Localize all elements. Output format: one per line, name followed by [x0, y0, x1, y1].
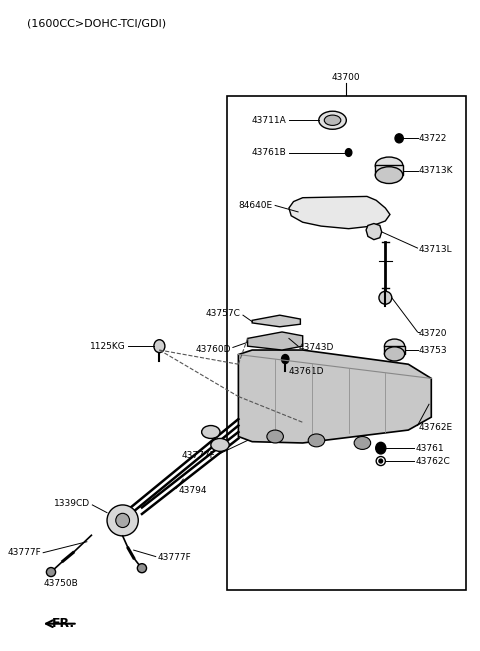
Polygon shape	[289, 197, 390, 229]
Bar	[227, 96, 466, 590]
Text: 43720: 43720	[419, 329, 447, 338]
Text: 84640E: 84640E	[239, 201, 273, 210]
Ellipse shape	[137, 564, 146, 573]
Text: 43794: 43794	[179, 486, 207, 495]
Ellipse shape	[154, 340, 165, 353]
Text: 43761D: 43761D	[289, 367, 324, 376]
Ellipse shape	[211, 439, 229, 451]
Text: 43777F: 43777F	[158, 553, 192, 562]
Text: 43713L: 43713L	[419, 245, 453, 254]
Text: 43713K: 43713K	[419, 166, 454, 175]
Ellipse shape	[354, 437, 371, 449]
Ellipse shape	[384, 347, 405, 361]
Text: 43743D: 43743D	[299, 343, 335, 352]
Text: 43757C: 43757C	[206, 309, 240, 318]
Polygon shape	[239, 350, 432, 443]
Text: 43761B: 43761B	[252, 148, 287, 157]
Text: 43711A: 43711A	[252, 116, 287, 125]
Bar	[384, 346, 405, 354]
Text: FR.: FR.	[52, 617, 75, 630]
Text: (1600CC>DOHC-TCI/GDI): (1600CC>DOHC-TCI/GDI)	[27, 19, 166, 29]
Ellipse shape	[308, 434, 325, 447]
Text: 43760D: 43760D	[195, 345, 230, 354]
Ellipse shape	[267, 430, 283, 443]
Text: 43762C: 43762C	[415, 456, 450, 465]
Ellipse shape	[395, 134, 403, 143]
Polygon shape	[252, 315, 300, 327]
Text: 43777F: 43777F	[181, 451, 216, 460]
Polygon shape	[248, 332, 303, 350]
Ellipse shape	[384, 339, 405, 353]
Ellipse shape	[107, 505, 138, 536]
Text: 43753: 43753	[419, 346, 447, 355]
Ellipse shape	[379, 291, 392, 304]
Ellipse shape	[47, 568, 56, 577]
Ellipse shape	[375, 157, 403, 174]
Polygon shape	[366, 223, 382, 240]
Text: 43700: 43700	[332, 72, 360, 81]
Text: 43761: 43761	[415, 443, 444, 452]
Ellipse shape	[324, 115, 341, 126]
Text: 43762E: 43762E	[419, 423, 453, 432]
Ellipse shape	[375, 167, 403, 184]
Text: 1339CD: 1339CD	[54, 499, 90, 508]
Ellipse shape	[116, 514, 130, 527]
Text: 43777F: 43777F	[7, 548, 41, 557]
Ellipse shape	[282, 355, 289, 363]
Text: 1125KG: 1125KG	[90, 342, 126, 351]
Ellipse shape	[319, 111, 347, 130]
Ellipse shape	[376, 442, 386, 454]
Text: 43722: 43722	[419, 134, 447, 143]
Bar	[375, 165, 403, 175]
Ellipse shape	[379, 459, 383, 463]
Ellipse shape	[346, 148, 352, 156]
Text: 43750B: 43750B	[43, 579, 78, 588]
Ellipse shape	[202, 426, 220, 439]
